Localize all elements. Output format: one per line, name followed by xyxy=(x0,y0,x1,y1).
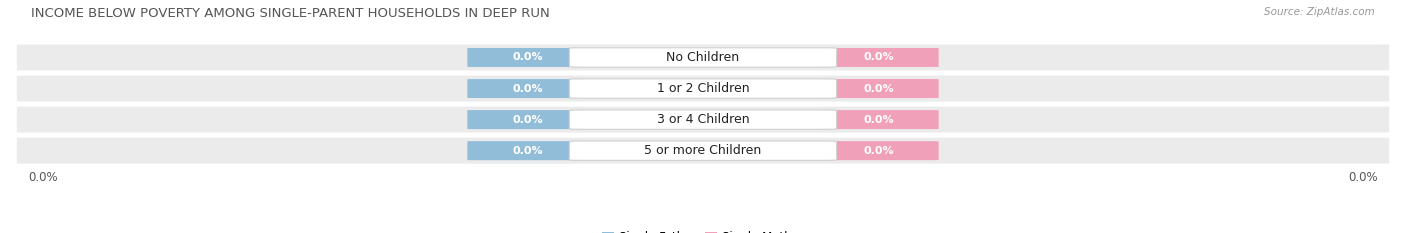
FancyBboxPatch shape xyxy=(17,45,1389,70)
Legend: Single Father, Single Mother: Single Father, Single Mother xyxy=(598,226,808,233)
FancyBboxPatch shape xyxy=(467,141,588,160)
Text: 0.0%: 0.0% xyxy=(863,146,894,156)
FancyBboxPatch shape xyxy=(569,141,837,160)
Text: 5 or more Children: 5 or more Children xyxy=(644,144,762,157)
FancyBboxPatch shape xyxy=(818,141,939,160)
Text: No Children: No Children xyxy=(666,51,740,64)
FancyBboxPatch shape xyxy=(569,48,837,67)
FancyBboxPatch shape xyxy=(818,110,939,129)
FancyBboxPatch shape xyxy=(818,79,939,98)
FancyBboxPatch shape xyxy=(467,110,588,129)
FancyBboxPatch shape xyxy=(17,138,1389,164)
Text: 0.0%: 0.0% xyxy=(28,171,58,184)
Text: Source: ZipAtlas.com: Source: ZipAtlas.com xyxy=(1264,7,1375,17)
FancyBboxPatch shape xyxy=(467,48,588,67)
FancyBboxPatch shape xyxy=(569,79,837,98)
FancyBboxPatch shape xyxy=(17,75,1389,102)
Text: 0.0%: 0.0% xyxy=(863,84,894,93)
Text: 0.0%: 0.0% xyxy=(512,84,543,93)
Text: 0.0%: 0.0% xyxy=(863,52,894,62)
Text: 0.0%: 0.0% xyxy=(863,115,894,125)
Text: 0.0%: 0.0% xyxy=(1348,171,1378,184)
Text: 0.0%: 0.0% xyxy=(512,146,543,156)
FancyBboxPatch shape xyxy=(818,48,939,67)
Text: 0.0%: 0.0% xyxy=(512,115,543,125)
FancyBboxPatch shape xyxy=(569,110,837,129)
Text: 3 or 4 Children: 3 or 4 Children xyxy=(657,113,749,126)
Text: INCOME BELOW POVERTY AMONG SINGLE-PARENT HOUSEHOLDS IN DEEP RUN: INCOME BELOW POVERTY AMONG SINGLE-PARENT… xyxy=(31,7,550,20)
FancyBboxPatch shape xyxy=(467,79,588,98)
FancyBboxPatch shape xyxy=(17,107,1389,133)
Text: 1 or 2 Children: 1 or 2 Children xyxy=(657,82,749,95)
Text: 0.0%: 0.0% xyxy=(512,52,543,62)
